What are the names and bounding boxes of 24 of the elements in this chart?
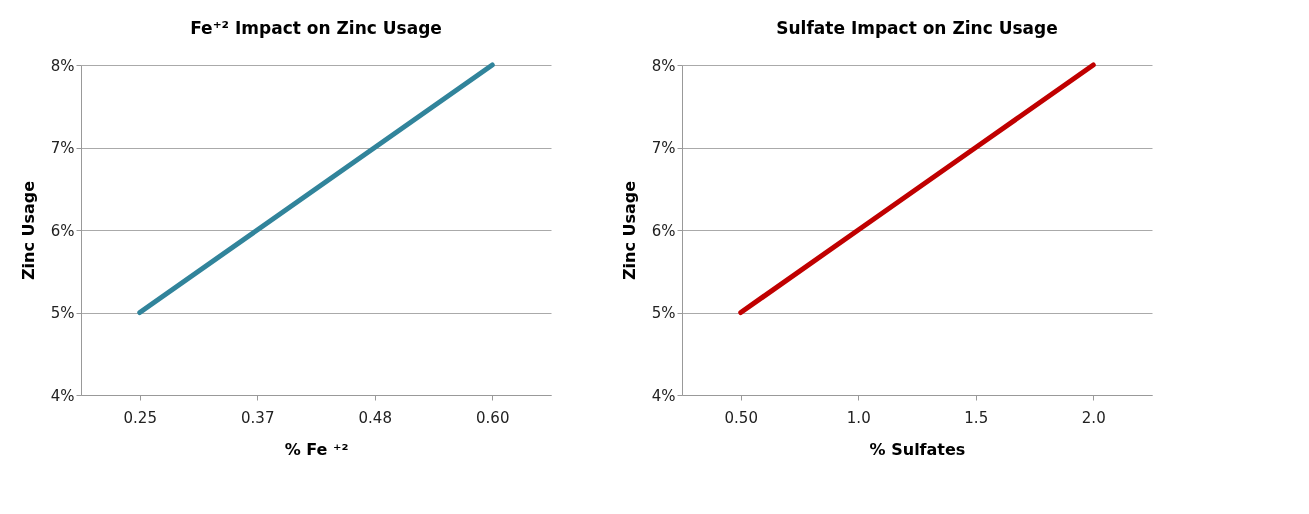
y-axis-title: Zinc Usage [18,180,38,281]
y-axis-title: Zinc Usage [619,180,639,281]
y-tick-label: 5% [651,304,676,322]
chart-title: Sulfate Impact on Zinc Usage [776,18,1058,38]
x-tick-label: 0.48 [358,408,392,427]
y-tick-label: 7% [651,139,676,157]
y-tick-label: 4% [50,386,75,405]
y-tick-label: 5% [50,304,75,322]
y-tick-label: 8% [651,56,676,75]
x-tick-label: 0.50 [724,408,758,427]
y-tick-label: 8% [50,56,75,75]
x-tick-label: 0.37 [241,408,275,427]
x-tick-label: 0.25 [123,408,157,427]
chart-title: Fe⁺² Impact on Zinc Usage [190,18,442,38]
y-tick-label: 4% [651,386,676,405]
y-tick-label: 6% [651,221,676,240]
x-tick-label: 1.5 [964,408,989,427]
x-tick-label: 0.60 [476,408,510,427]
y-tick-label: 7% [50,139,75,157]
x-tick-label: 1.0 [846,408,871,427]
x-tick-label: 2.0 [1081,408,1106,427]
y-tick-label: 6% [50,221,75,240]
x-axis-title: % Fe ⁺² [284,439,349,459]
x-axis-title: % Sulfates [869,439,966,459]
